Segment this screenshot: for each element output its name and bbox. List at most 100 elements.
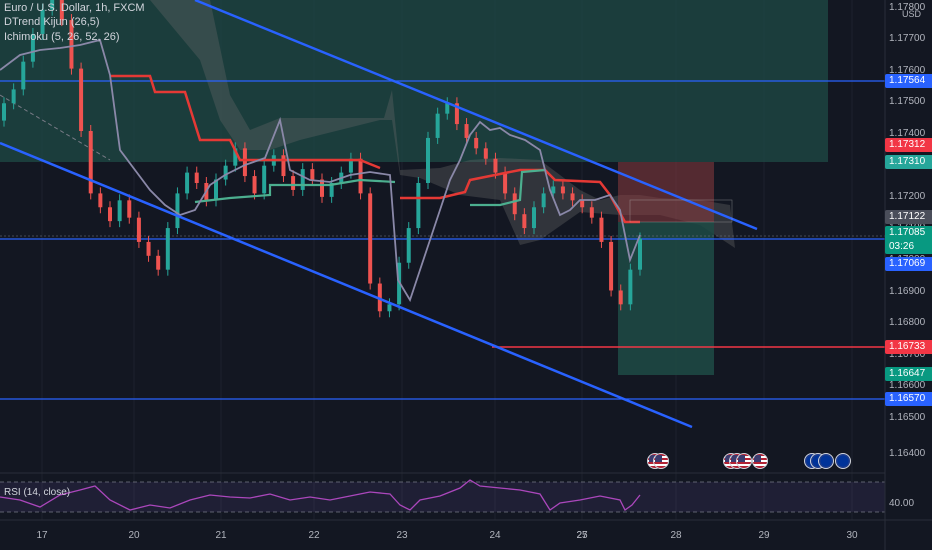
price-tag: 1.16733 xyxy=(885,340,932,354)
price-tick: 1.16800 xyxy=(889,317,926,328)
time-tick: 20 xyxy=(128,530,140,541)
candle xyxy=(165,228,170,270)
candle xyxy=(175,193,180,229)
rsi-band xyxy=(0,482,885,512)
us-flag-icon[interactable] xyxy=(653,453,669,469)
price-tag: 1.17310 xyxy=(885,155,932,169)
candle xyxy=(11,89,16,104)
price-tag-value: 1.17069 xyxy=(889,258,926,269)
candle xyxy=(117,200,122,222)
candle xyxy=(108,207,112,222)
price-tick: 1.17600 xyxy=(889,65,926,76)
candle xyxy=(146,241,151,256)
candle xyxy=(194,172,199,183)
candle xyxy=(223,165,228,180)
indicator-legend-ichimoku[interactable]: Ichimoku (5, 26, 52, 26) xyxy=(4,31,120,43)
rsi-axis-tick: 40.00 xyxy=(889,498,915,509)
take-profit-zone[interactable] xyxy=(618,222,714,375)
candle xyxy=(483,148,488,159)
candle xyxy=(368,193,373,284)
price-tag-value: 1.17085 xyxy=(889,227,926,238)
price-tag: 1.17085 03:26 xyxy=(885,226,932,254)
flag-canton xyxy=(754,455,761,462)
price-tag: 1.16647 xyxy=(885,367,932,381)
candle xyxy=(242,148,247,177)
price-tick: 1.16900 xyxy=(889,286,926,297)
candle xyxy=(40,9,45,34)
candle xyxy=(599,217,604,242)
candle xyxy=(79,68,84,131)
price-tag: 1.17069 xyxy=(885,257,932,271)
candle xyxy=(580,200,585,208)
candle xyxy=(560,186,565,194)
us-flag-icon[interactable] xyxy=(736,453,752,469)
price-tick: 1.16500 xyxy=(889,412,926,423)
candle xyxy=(59,0,64,21)
candle xyxy=(589,207,594,218)
candle xyxy=(320,179,324,197)
flag-canton xyxy=(655,455,662,462)
forecast-box[interactable] xyxy=(629,199,733,223)
candle xyxy=(406,228,411,263)
candlestick-series xyxy=(2,0,642,318)
price-tick: 1.16600 xyxy=(889,380,926,391)
candle xyxy=(2,103,6,121)
price-tag-value: 1.17564 xyxy=(889,75,926,86)
price-tag-value: 1.17122 xyxy=(889,211,926,222)
candle xyxy=(532,207,536,229)
flag-canton xyxy=(649,455,656,462)
candle xyxy=(214,179,218,201)
price-tag: 1.17122 xyxy=(885,210,932,224)
price-tick: 1.17800 xyxy=(889,2,926,13)
indicator-legend-dtrend[interactable]: DTrend Kijun (26,5) xyxy=(4,16,100,28)
ichimoku-cloud xyxy=(150,0,735,248)
eu-flag-icon[interactable] xyxy=(818,453,834,469)
candle xyxy=(638,238,642,270)
candle xyxy=(69,20,74,69)
price-tick: 1.17400 xyxy=(889,128,926,139)
price-tag-value: 1.17310 xyxy=(889,156,926,167)
channel-lower-line[interactable] xyxy=(0,141,693,429)
candle xyxy=(426,137,430,183)
candle xyxy=(127,200,132,218)
candle xyxy=(464,124,469,138)
price-tick: 1.16700 xyxy=(889,349,926,360)
candle xyxy=(454,103,459,125)
candle xyxy=(570,193,575,201)
candle xyxy=(156,255,161,270)
price-tag-value: 1.16570 xyxy=(889,393,926,404)
rsi-line xyxy=(0,479,641,511)
candle xyxy=(522,214,527,229)
candle xyxy=(358,158,363,194)
candle xyxy=(252,176,257,194)
time-tick: 27 xyxy=(576,530,588,541)
kijun-line-red xyxy=(110,74,381,170)
price-tick: 1.16400 xyxy=(889,448,926,459)
candle xyxy=(377,283,382,312)
candle xyxy=(30,33,35,62)
flag-canton xyxy=(725,455,732,462)
candle xyxy=(609,241,614,291)
price-tag: 1.17312 xyxy=(885,138,932,152)
time-tick: 29 xyxy=(758,530,770,541)
price-axis-background xyxy=(885,0,932,550)
candle xyxy=(262,165,267,194)
price-tick: 1.17700 xyxy=(889,33,926,44)
candle xyxy=(233,148,238,166)
candle xyxy=(300,169,305,190)
us-flag-icon[interactable] xyxy=(752,453,768,469)
candle xyxy=(416,183,421,229)
flag-canton xyxy=(738,455,745,462)
candle xyxy=(310,169,315,180)
symbol-legend[interactable]: Euro / U.S. Dollar, 1h, FXCM xyxy=(4,2,145,14)
kijun-line-green xyxy=(194,178,396,204)
time-tick: 30 xyxy=(846,530,858,541)
time-tick: 22 xyxy=(308,530,320,541)
candle xyxy=(281,155,286,177)
candle xyxy=(435,113,440,138)
rsi-legend[interactable]: RSI (14, close) xyxy=(4,487,71,498)
eu-flag-icon[interactable] xyxy=(835,453,851,469)
channel-upper-line[interactable] xyxy=(194,0,758,231)
countdown: 03:26 xyxy=(889,241,915,252)
